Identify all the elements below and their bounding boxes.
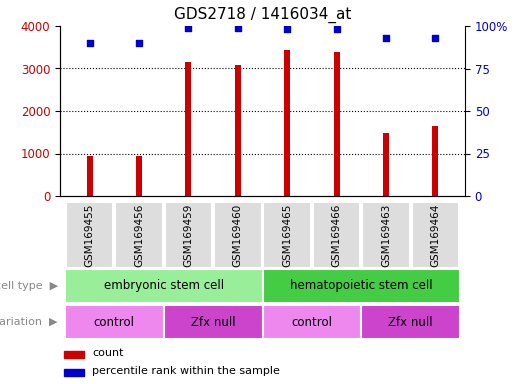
FancyBboxPatch shape — [214, 202, 262, 268]
Text: GSM169464: GSM169464 — [431, 204, 440, 267]
Text: GSM169466: GSM169466 — [332, 204, 341, 267]
Point — [85, 40, 94, 46]
FancyBboxPatch shape — [313, 202, 360, 268]
Text: control: control — [94, 316, 135, 328]
Text: control: control — [291, 316, 332, 328]
FancyBboxPatch shape — [261, 202, 264, 268]
Text: GSM169456: GSM169456 — [134, 204, 144, 267]
Bar — [383, 133, 389, 196]
FancyBboxPatch shape — [362, 202, 410, 268]
FancyBboxPatch shape — [264, 202, 311, 268]
Bar — [64, 351, 84, 358]
Text: GSM169460: GSM169460 — [233, 204, 243, 267]
Text: GSM169465: GSM169465 — [282, 204, 292, 267]
Bar — [185, 62, 192, 196]
FancyBboxPatch shape — [362, 305, 460, 339]
Text: GSM169463: GSM169463 — [381, 204, 391, 267]
Point — [184, 25, 193, 31]
Point — [283, 26, 291, 33]
FancyBboxPatch shape — [263, 305, 362, 339]
FancyBboxPatch shape — [65, 305, 164, 339]
Text: percentile rank within the sample: percentile rank within the sample — [92, 366, 280, 376]
Bar — [334, 52, 339, 196]
Point — [382, 35, 390, 41]
Point — [333, 26, 341, 33]
Text: embryonic stem cell: embryonic stem cell — [104, 280, 224, 293]
FancyBboxPatch shape — [115, 202, 163, 268]
FancyBboxPatch shape — [165, 202, 212, 268]
Text: count: count — [92, 348, 124, 358]
Point — [234, 25, 242, 31]
FancyBboxPatch shape — [411, 202, 459, 268]
Text: GSM169455: GSM169455 — [84, 204, 95, 267]
Text: Zfx null: Zfx null — [388, 316, 433, 328]
Bar — [136, 156, 142, 196]
Title: GDS2718 / 1416034_at: GDS2718 / 1416034_at — [174, 7, 351, 23]
Bar — [64, 369, 84, 376]
FancyBboxPatch shape — [164, 305, 263, 339]
Bar — [284, 50, 290, 196]
Text: genotype/variation  ▶: genotype/variation ▶ — [0, 317, 58, 327]
Bar — [87, 156, 93, 196]
FancyBboxPatch shape — [65, 270, 263, 303]
Text: hematopoietic stem cell: hematopoietic stem cell — [290, 280, 433, 293]
Text: GSM169459: GSM169459 — [183, 204, 194, 267]
Point — [135, 40, 143, 46]
Text: cell type  ▶: cell type ▶ — [0, 281, 58, 291]
Bar — [433, 126, 438, 196]
FancyBboxPatch shape — [263, 270, 460, 303]
Text: Zfx null: Zfx null — [191, 316, 235, 328]
FancyBboxPatch shape — [66, 202, 113, 268]
Point — [431, 35, 439, 41]
Bar — [235, 65, 241, 196]
